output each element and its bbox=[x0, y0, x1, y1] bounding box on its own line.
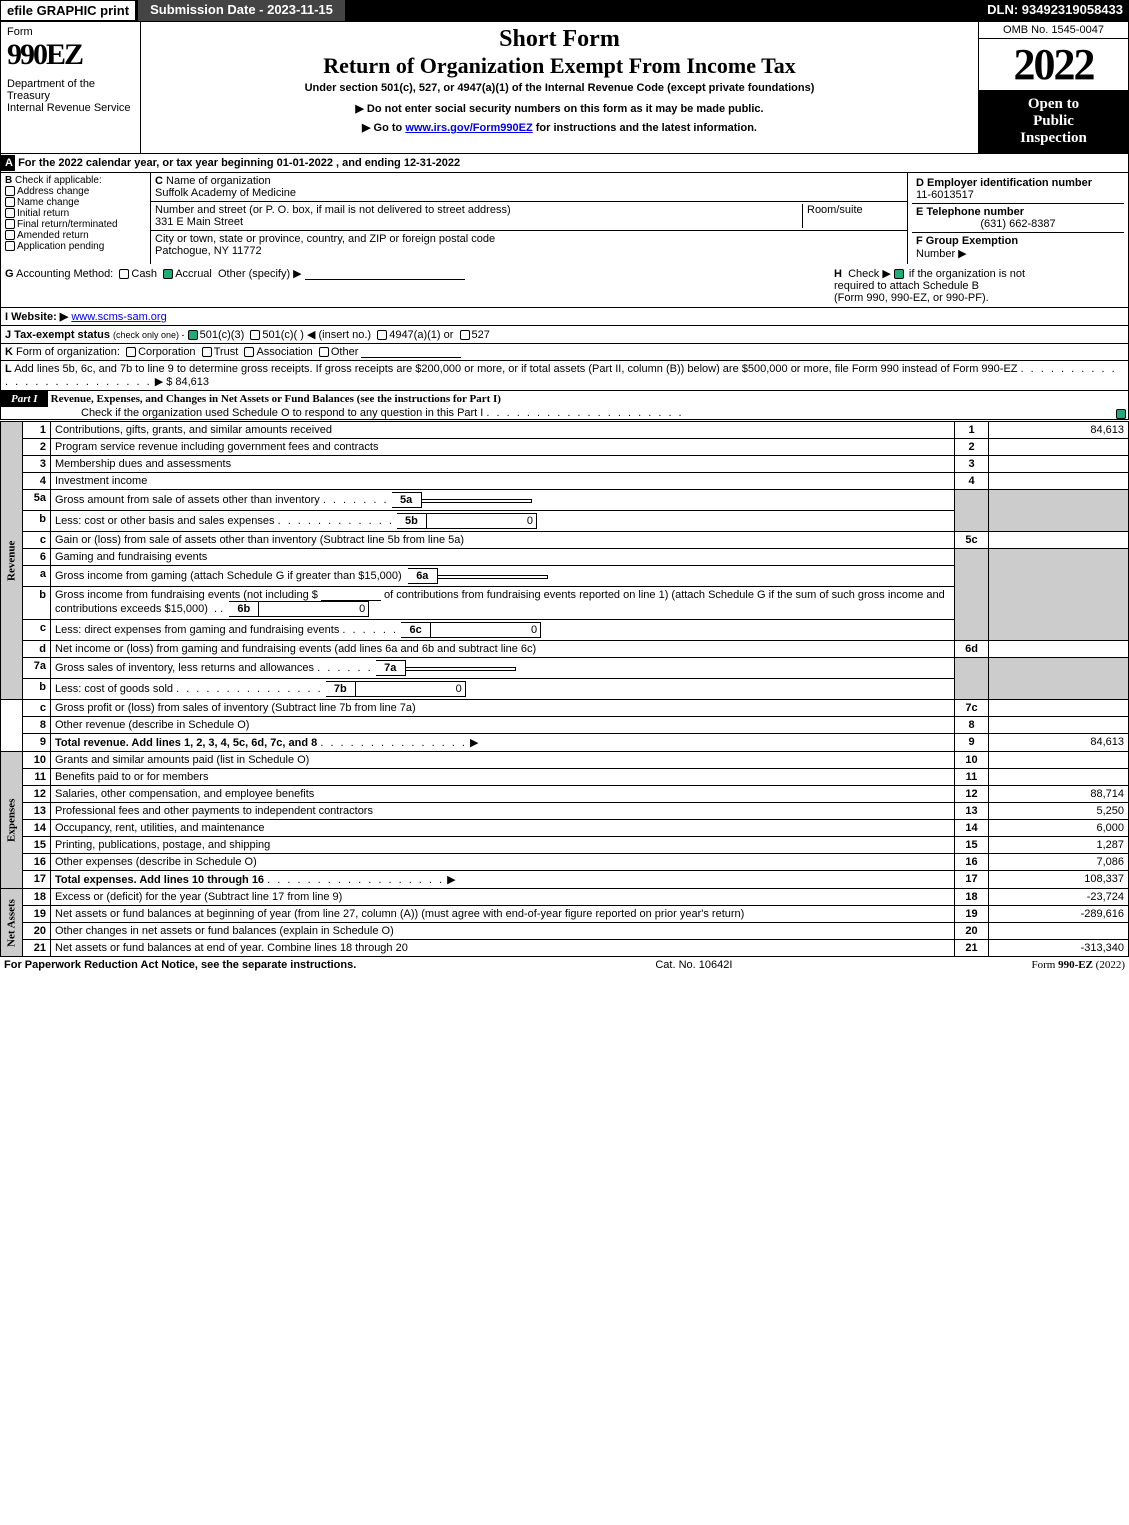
chk-schedule-o-part1[interactable] bbox=[1116, 409, 1126, 419]
cat-number: Cat. No. 10642I bbox=[655, 959, 732, 971]
line-21-amount: -313,340 bbox=[989, 940, 1129, 957]
website-link[interactable]: www.scms-sam.org bbox=[71, 311, 166, 323]
label-g: G bbox=[5, 268, 14, 280]
label-j: J Tax-exempt status bbox=[5, 329, 110, 341]
line-1-amount: 84,613 bbox=[989, 422, 1129, 439]
tax-year: 2022 bbox=[979, 39, 1128, 90]
dln: DLN: 93492319058433 bbox=[981, 0, 1129, 21]
entity-info: B Check if applicable: Address change Na… bbox=[0, 173, 1129, 264]
chk-sched-b-not-required[interactable] bbox=[894, 269, 904, 279]
line-14-amount: 6,000 bbox=[989, 820, 1129, 837]
part-1-label: Part I bbox=[1, 391, 48, 407]
chk-accrual[interactable] bbox=[163, 269, 173, 279]
line-18-amount: -23,724 bbox=[989, 889, 1129, 906]
chk-address-change[interactable] bbox=[5, 186, 15, 196]
label-a: A bbox=[1, 155, 15, 171]
irs-label: Internal Revenue Service bbox=[7, 102, 134, 114]
org-name: Suffolk Academy of Medicine bbox=[155, 187, 296, 199]
form-ref: Form 990-EZ (2022) bbox=[1031, 959, 1125, 971]
label-h: H bbox=[834, 268, 842, 280]
label-l: L bbox=[5, 363, 12, 375]
total-revenue: 84,613 bbox=[989, 734, 1129, 752]
chk-trust[interactable] bbox=[202, 347, 212, 357]
part-1-table: Revenue 1 Contributions, gifts, grants, … bbox=[0, 421, 1129, 957]
chk-amended-return[interactable] bbox=[5, 230, 15, 240]
line-l-text: Add lines 5b, 6c, and 7b to line 9 to de… bbox=[14, 363, 1017, 375]
chk-4947[interactable] bbox=[377, 330, 387, 340]
chk-corporation[interactable] bbox=[126, 347, 136, 357]
irs-link[interactable]: www.irs.gov/Form990EZ bbox=[405, 122, 532, 134]
chk-name-change[interactable] bbox=[5, 197, 15, 207]
chk-application-pending[interactable] bbox=[5, 241, 15, 251]
revenue-sidelabel: Revenue bbox=[1, 422, 23, 700]
line-13-amount: 5,250 bbox=[989, 803, 1129, 820]
label-b: B bbox=[5, 175, 12, 186]
chk-initial-return[interactable] bbox=[5, 208, 15, 218]
chk-501c3[interactable] bbox=[188, 330, 198, 340]
short-form-title: Short Form bbox=[147, 26, 972, 53]
omb-number: OMB No. 1545-0047 bbox=[979, 22, 1128, 39]
label-k: K bbox=[5, 346, 13, 358]
paperwork-notice: For Paperwork Reduction Act Notice, see … bbox=[4, 959, 356, 971]
label-d: D Employer identification number bbox=[916, 177, 1092, 189]
ssn-warning: ▶ Do not enter social security numbers o… bbox=[147, 102, 972, 115]
chk-other-org[interactable] bbox=[319, 347, 329, 357]
submission-date: Submission Date - 2023-11-15 bbox=[136, 0, 345, 21]
line-12-amount: 88,714 bbox=[989, 786, 1129, 803]
line-19-amount: -289,616 bbox=[989, 906, 1129, 923]
org-city: Patchogue, NY 11772 bbox=[155, 245, 262, 257]
line-a: A For the 2022 calendar year, or tax yea… bbox=[0, 154, 1129, 173]
label-e: E Telephone number bbox=[916, 206, 1024, 218]
line-a-text: For the 2022 calendar year, or tax year … bbox=[18, 157, 460, 169]
line-6c-value: 0 bbox=[431, 622, 541, 638]
page-footer: For Paperwork Reduction Act Notice, see … bbox=[0, 957, 1129, 973]
under-section: Under section 501(c), 527, or 4947(a)(1)… bbox=[147, 82, 972, 94]
line-7b-value: 0 bbox=[356, 681, 466, 697]
part-1-header: Part I Revenue, Expenses, and Changes in… bbox=[0, 391, 1129, 420]
ein: 11-6013517 bbox=[916, 189, 974, 201]
form-header: Form 990EZ Department of the Treasury In… bbox=[0, 21, 1129, 154]
netassets-sidelabel: Net Assets bbox=[1, 889, 23, 957]
label-c: C bbox=[155, 175, 163, 187]
chk-cash[interactable] bbox=[119, 269, 129, 279]
gross-receipts: $ 84,613 bbox=[166, 376, 209, 388]
chk-501c[interactable] bbox=[250, 330, 260, 340]
top-bar: efile GRAPHIC print Submission Date - 20… bbox=[0, 0, 1129, 21]
chk-association[interactable] bbox=[244, 347, 254, 357]
efile-print-label: efile GRAPHIC print bbox=[0, 0, 136, 21]
label-i: I Website: ▶ bbox=[5, 311, 68, 323]
line-6b-value: 0 bbox=[259, 601, 369, 617]
dept-label: Department of the Treasury bbox=[7, 78, 134, 102]
telephone: (631) 662-8387 bbox=[916, 218, 1120, 230]
line-16-amount: 7,086 bbox=[989, 854, 1129, 871]
total-expenses: 108,337 bbox=[989, 871, 1129, 889]
chk-final-return[interactable] bbox=[5, 219, 15, 229]
form-word: Form bbox=[7, 26, 134, 38]
chk-527[interactable] bbox=[460, 330, 470, 340]
line-15-amount: 1,287 bbox=[989, 837, 1129, 854]
label-f: F Group Exemption bbox=[916, 235, 1018, 247]
goto-instructions: ▶ Go to www.irs.gov/Form990EZ for instru… bbox=[147, 121, 972, 134]
open-public-box: Open to Public Inspection bbox=[979, 90, 1128, 153]
form-number: 990EZ bbox=[7, 38, 134, 72]
line-5b-value: 0 bbox=[427, 513, 537, 529]
return-title: Return of Organization Exempt From Incom… bbox=[147, 53, 972, 79]
org-address: 331 E Main Street bbox=[155, 216, 243, 228]
room-suite-label: Room/suite bbox=[803, 204, 903, 228]
expenses-sidelabel: Expenses bbox=[1, 752, 23, 889]
